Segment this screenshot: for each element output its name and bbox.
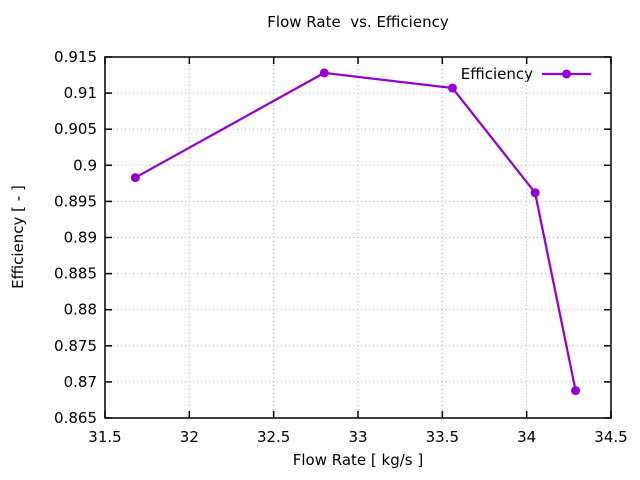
legend-marker-sample	[562, 69, 571, 79]
x-tick-label: 33.5	[426, 428, 459, 446]
y-tick-label: 0.91	[64, 84, 97, 102]
x-axis-label: Flow Rate [ kg/s ]	[292, 451, 424, 469]
data-point	[530, 188, 540, 198]
y-tick-label: 0.87	[64, 373, 97, 391]
y-tick-label: 0.88	[64, 301, 97, 319]
y-tick-label: 0.895	[54, 192, 97, 210]
x-tick-label: 31.5	[88, 428, 121, 446]
chart-title: Flow Rate vs. Efficiency	[267, 13, 449, 31]
x-tick-label: 33	[348, 428, 367, 446]
x-tick-label: 32.5	[257, 428, 290, 446]
legend-label: Efficiency	[460, 65, 533, 83]
y-tick-label: 0.9	[73, 156, 97, 174]
series-line	[134, 71, 577, 391]
y-tick-label: 0.89	[64, 229, 97, 247]
x-tick-label: 34	[517, 428, 536, 446]
y-tick-label: 0.865	[54, 409, 97, 427]
data-point	[319, 68, 329, 78]
x-tick-label: 34.5	[594, 428, 627, 446]
y-tick-label: 0.885	[54, 265, 97, 283]
data-point	[571, 386, 581, 396]
data-point	[447, 83, 457, 93]
data-point	[130, 173, 140, 183]
y-tick-label: 0.915	[54, 48, 97, 66]
y-tick-label: 0.905	[54, 120, 97, 138]
x-tick-label: 32	[180, 428, 199, 446]
y-tick-label: 0.875	[54, 337, 97, 355]
